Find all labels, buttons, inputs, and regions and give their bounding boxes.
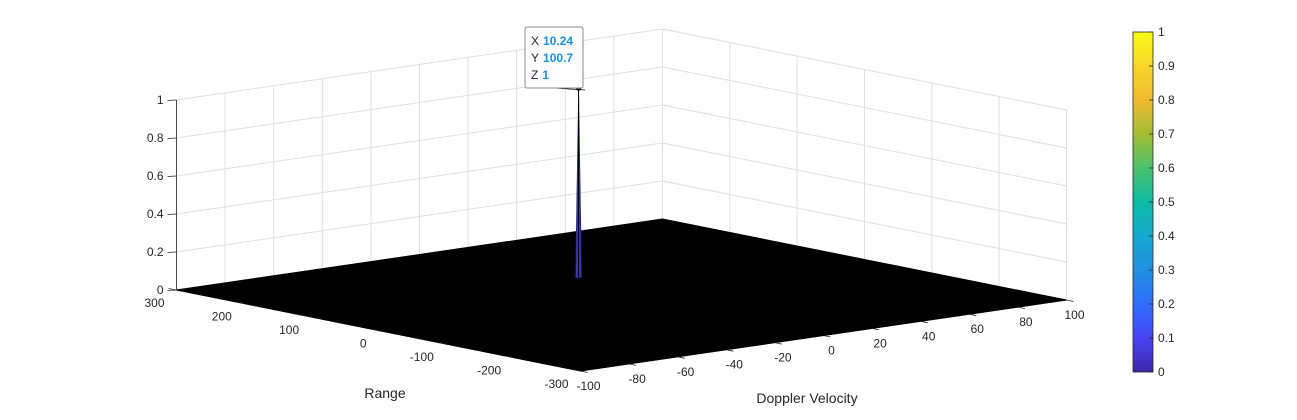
datatip-y-key: Y — [531, 51, 539, 65]
svg-text:Z1: Z1 — [531, 68, 549, 82]
peak-spike[interactable] — [575, 84, 582, 279]
z-tick-mark — [167, 251, 177, 253]
datatip-x-value: 10.24 — [543, 34, 573, 48]
z-tick-mark — [167, 175, 177, 177]
z-tick-label: 0.6 — [147, 169, 164, 183]
x-tick-mark — [677, 356, 685, 359]
svg-text:X10.24: X 10.24 — [531, 34, 573, 48]
colorbar-tick-label: 0.9 — [1158, 59, 1175, 73]
colorbar-tick-label: 0.4 — [1158, 229, 1175, 243]
z-tick-label: 1 — [157, 93, 164, 107]
x-tick-label: -100 — [576, 379, 600, 393]
z-tick-label: 0 — [157, 283, 164, 297]
x-tick-label: 60 — [971, 322, 985, 336]
x-tick-mark — [1017, 306, 1025, 309]
y-tick-label: 200 — [212, 310, 232, 324]
grid-line — [662, 104, 1067, 187]
z-tick-label: 0.4 — [147, 207, 164, 221]
x-tick-mark — [629, 363, 637, 366]
grid-line — [176, 142, 663, 215]
grid-line — [662, 142, 1067, 225]
colorbar-ticks: 0 0.1 0.2 0.3 0.4 0.5 0.6 0.7 0.8 0.9 1 — [1149, 25, 1175, 379]
y-axis-ticks: -300 -200 -100 0 100 200 300 — [144, 288, 581, 391]
y-tick-label: 100 — [279, 323, 299, 337]
colorbar-tick-label: 1 — [1158, 25, 1165, 39]
y-tick-mark — [168, 288, 177, 291]
x-tick-label: -60 — [677, 365, 695, 379]
x-tick-mark — [920, 320, 928, 324]
colorbar-tick-label: 0.8 — [1158, 93, 1175, 107]
z-tick-mark — [167, 213, 177, 215]
x-tick-label: -20 — [774, 351, 792, 365]
z-tick-label: 0.2 — [147, 245, 164, 259]
x-tick-mark — [774, 342, 782, 345]
y-tick-mark — [572, 369, 581, 372]
z-axis-ticks: 0 0.2 0.4 0.6 0.8 1 — [147, 93, 177, 297]
colorbar-tick-label: 0.3 — [1158, 263, 1175, 277]
grid-line — [176, 104, 663, 177]
y-tick-mark — [303, 315, 312, 318]
x-tick-label: 80 — [1019, 315, 1033, 329]
x-tick-label: 0 — [828, 344, 835, 358]
x-tick-label: 100 — [1064, 308, 1084, 322]
colorbar-tick-label: 0.5 — [1158, 195, 1175, 209]
colorbar-tick-label: 0.1 — [1158, 331, 1175, 345]
surface-floor[interactable] — [176, 218, 1067, 372]
y-tick-mark — [235, 301, 244, 304]
grid-line — [662, 180, 1067, 263]
datatip-z-key: Z — [531, 68, 538, 82]
z-tick-mark — [167, 99, 177, 101]
y-tick-mark — [370, 328, 379, 331]
y-tick-label: 0 — [360, 337, 367, 351]
datatip-y-value: 100.7 — [543, 51, 573, 65]
x-tick-mark — [580, 370, 588, 373]
x-tick-label: -40 — [726, 358, 744, 372]
colorbar-tick-label: 0.2 — [1158, 297, 1175, 311]
colorbar[interactable]: 0 0.1 0.2 0.3 0.4 0.5 0.6 0.7 0.8 0.9 1 — [1132, 25, 1175, 379]
z-tick-label: 0.8 — [147, 131, 164, 145]
x-tick-mark — [823, 335, 831, 338]
colorbar-tick-label: 0.6 — [1158, 161, 1175, 175]
y-tick-label: -200 — [477, 364, 501, 378]
datatip-box — [524, 26, 584, 89]
grid-line — [176, 180, 663, 253]
y-tick-label: -100 — [410, 350, 434, 364]
x-tick-mark — [1066, 299, 1074, 302]
y-tick-label: -300 — [544, 377, 568, 391]
x-tick-mark — [969, 313, 977, 317]
grid-line — [662, 28, 1067, 111]
y-tick-label: 300 — [144, 296, 164, 310]
x-axis-ticks: -100 -80 -60 -40 -20 0 20 40 60 80 100 — [576, 299, 1085, 393]
x-tick-label: 20 — [873, 336, 887, 350]
x-tick-mark — [726, 349, 734, 352]
y-tick-mark — [437, 342, 446, 345]
x-tick-mark — [872, 328, 880, 331]
colorbar-tick-label: 0.7 — [1158, 127, 1175, 141]
grid-line — [662, 66, 1067, 149]
x-tick-label: -80 — [628, 372, 646, 386]
datatip-z-value: 1 — [542, 68, 549, 82]
x-tick-label: 40 — [922, 329, 936, 343]
datatip-x-key: X — [531, 34, 539, 48]
z-tick-mark — [167, 137, 177, 139]
y-axis-label: Range — [364, 385, 405, 401]
x-axis-label: Doppler Velocity — [756, 390, 857, 406]
colorbar-tick-label: 0 — [1158, 365, 1165, 379]
y-tick-mark — [505, 355, 514, 358]
